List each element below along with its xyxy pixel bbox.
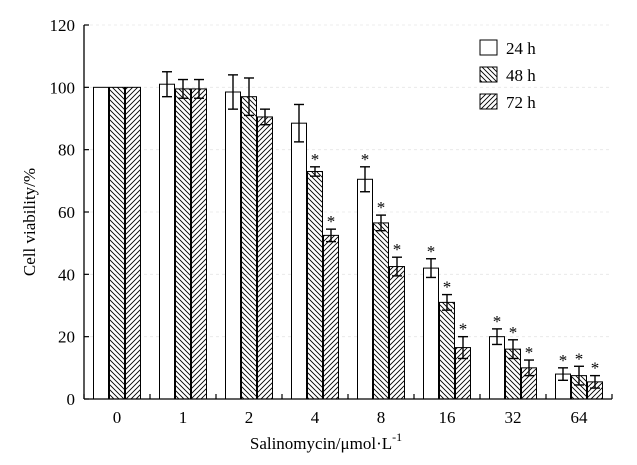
bar-72h-8 [389, 266, 405, 400]
x-tick-label-32: 32 [505, 408, 522, 427]
y-tick-label-20: 20 [58, 328, 75, 347]
y-tick-label-0: 0 [67, 390, 76, 409]
significance-star-72h-8: * [393, 240, 402, 259]
significance-star-48h-4: * [311, 150, 320, 169]
y-tick-label-80: 80 [58, 141, 75, 160]
bar-24h-32 [489, 336, 505, 400]
y-axis-title: Cell viability/% [20, 168, 39, 276]
legend-swatch-24h [479, 39, 498, 56]
x-axis-title: Salinomycin/μmol·L-1 [250, 430, 402, 453]
legend-label-72h: 72 h [506, 93, 536, 112]
legend-label-48h: 48 h [506, 66, 536, 85]
bar-24h-2 [225, 91, 241, 400]
bar-48h-4 [307, 170, 323, 400]
legend-swatch-72h [479, 93, 498, 110]
bar-48h-1 [175, 88, 191, 400]
bar-24h-8 [357, 178, 373, 400]
bar-24h-1 [159, 83, 175, 400]
significance-star-24h-16: * [427, 242, 436, 261]
bar-48h-2 [241, 96, 257, 400]
significance-star-48h-16: * [443, 278, 452, 297]
significance-star-24h-32: * [493, 312, 502, 331]
significance-star-24h-8: * [361, 150, 370, 169]
gridlines [84, 24, 612, 338]
bar-48h-16 [439, 301, 455, 400]
x-tick-label-2: 2 [245, 408, 254, 427]
bar-72h-2 [257, 116, 273, 400]
x-tick-label-16: 16 [439, 408, 456, 427]
legend: 24 h 48 h 72 h [479, 39, 536, 112]
bar-48h-0 [109, 86, 125, 400]
legend-label-24h: 24 h [506, 39, 536, 58]
bar-24h-4 [291, 122, 307, 400]
labels: * * * * * * * * * * * * * * 0 20 40 60 80 100 120 0 1 2 4 8 16 32 64… [20, 16, 599, 453]
bars [93, 71, 603, 400]
bar-72h-4 [323, 234, 339, 400]
x-tick-label-64: 64 [571, 408, 589, 427]
y-tick-label-100: 100 [50, 78, 76, 97]
y-tick-label-120: 120 [50, 16, 76, 35]
significance-star-48h-64: * [575, 349, 584, 368]
significance-star-72h-64: * [591, 359, 600, 378]
x-tick-label-8: 8 [377, 408, 386, 427]
x-tick-label-1: 1 [179, 408, 188, 427]
y-tick-label-40: 40 [58, 265, 75, 284]
bar-72h-0 [125, 86, 141, 400]
x-axis-title-superscript: -1 [392, 430, 402, 444]
x-tick-label-0: 0 [113, 408, 122, 427]
x-axis-title-main: Salinomycin/μmol·L [250, 434, 392, 453]
significance-star-72h-4: * [327, 212, 336, 231]
significance-star-48h-8: * [377, 198, 386, 217]
significance-star-72h-32: * [525, 343, 534, 362]
bar-24h-0 [93, 86, 109, 400]
bar-24h-16 [423, 267, 439, 400]
significance-star-72h-16: * [459, 320, 468, 339]
x-tick-label-4: 4 [311, 408, 320, 427]
bar-72h-1 [191, 88, 207, 400]
significance-star-24h-64: * [559, 351, 568, 370]
y-tick-label-60: 60 [58, 203, 75, 222]
significance-star-48h-32: * [509, 323, 518, 342]
axes [83, 24, 613, 400]
bar-48h-8 [373, 222, 389, 400]
legend-swatch-48h [479, 66, 498, 83]
